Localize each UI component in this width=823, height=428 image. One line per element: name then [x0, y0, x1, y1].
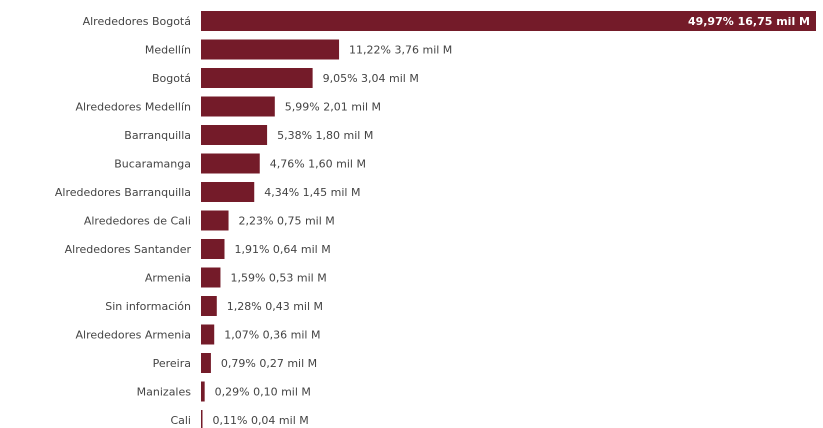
category-label: Barranquilla [124, 129, 191, 142]
category-label: Manizales [137, 386, 192, 399]
data-label: 9,05% 3,04 mil M [323, 72, 419, 85]
category-label: Sin información [105, 300, 191, 313]
data-label: 1,59% 0,53 mil M [230, 272, 326, 285]
data-label: 4,76% 1,60 mil M [270, 158, 366, 171]
data-label: 11,22% 3,76 mil M [349, 44, 452, 57]
category-label: Alrededores Santander [65, 243, 192, 256]
category-label: Alrededores Medellín [75, 101, 191, 114]
bar[interactable] [201, 381, 205, 402]
category-label: Cali [170, 414, 191, 427]
category-label: Bogotá [152, 72, 191, 85]
data-label: 2,23% 0,75 mil M [239, 215, 335, 228]
data-label: 49,97% 16,75 mil M [688, 15, 810, 28]
bar[interactable] [201, 68, 313, 88]
bars [201, 11, 816, 428]
bar[interactable] [201, 410, 203, 428]
bar[interactable] [201, 182, 255, 202]
category-label: Pereira [153, 357, 191, 370]
category-label: Alrededores Armenia [76, 329, 191, 342]
bar[interactable] [201, 239, 225, 259]
data-label: 5,99% 2,01 mil M [285, 101, 381, 114]
category-label: Alrededores Bogotá [83, 15, 191, 28]
data-label: 1,28% 0,43 mil M [227, 300, 323, 313]
bar[interactable] [201, 324, 215, 345]
category-labels: Alrededores Bogotá Medellín Bogotá Alrededo… [55, 15, 192, 427]
category-label: Bucaramanga [114, 158, 191, 171]
data-label: 1,91% 0,64 mil M [234, 243, 330, 256]
data-label: 5,38% 1,80 mil M [277, 129, 373, 142]
category-label: Medellín [145, 44, 191, 57]
data-label: 4,34% 1,45 mil M [264, 186, 360, 199]
data-label: 0,11% 0,04 mil M [213, 414, 309, 427]
bar[interactable] [201, 153, 260, 174]
category-label: Alrededores Barranquilla [55, 186, 191, 199]
bar[interactable] [201, 353, 211, 373]
data-label: 0,29% 0,10 mil M [215, 386, 311, 399]
data-label: 0,79% 0,27 mil M [221, 357, 317, 370]
bar[interactable] [201, 96, 275, 117]
bar[interactable] [201, 267, 221, 288]
data-labels: 49,97% 16,75 mil M 11,22% 3,76 mil M 9,05%… [213, 15, 811, 427]
bar[interactable] [201, 11, 816, 31]
bar[interactable] [201, 296, 217, 316]
bar[interactable] [201, 125, 268, 145]
bar[interactable] [201, 39, 340, 60]
category-label: Alrededores de Cali [84, 215, 191, 228]
category-label: Armenia [145, 272, 191, 285]
bar[interactable] [201, 210, 229, 231]
data-label: 1,07% 0,36 mil M [224, 329, 320, 342]
